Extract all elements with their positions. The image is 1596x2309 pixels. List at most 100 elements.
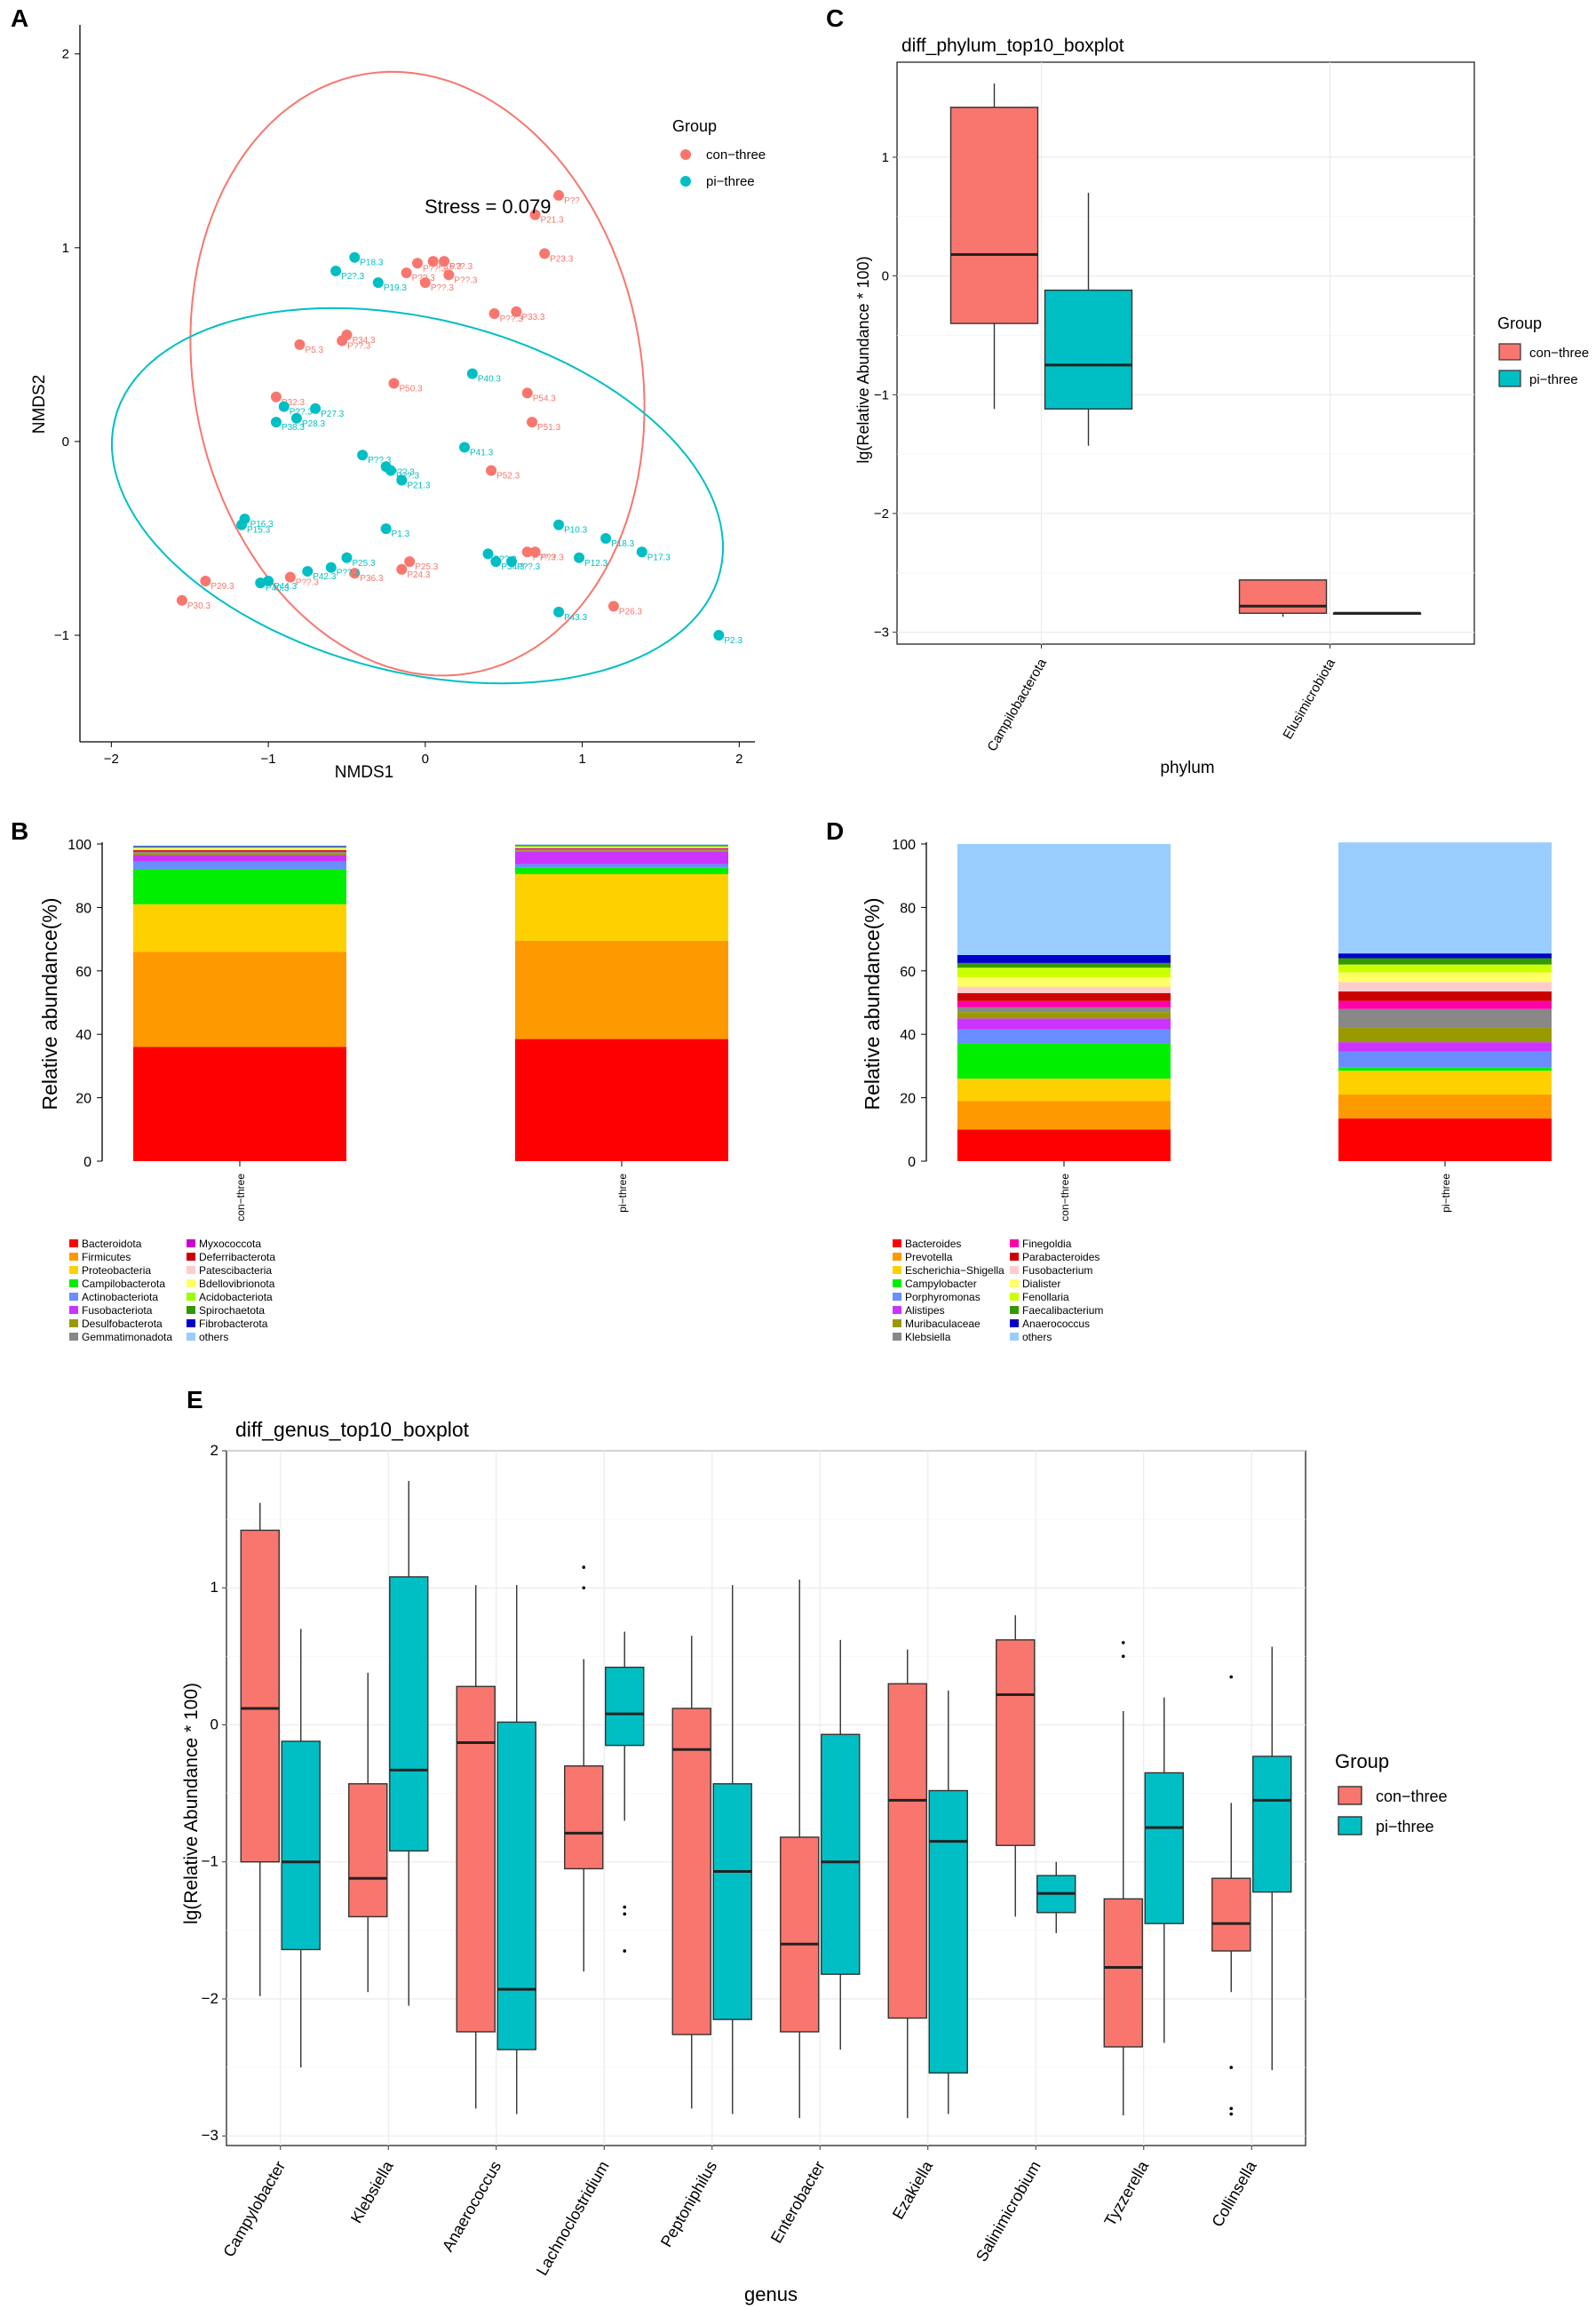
legend-key [187, 1306, 195, 1314]
box-pi [1144, 1772, 1184, 1924]
stack-segment [515, 846, 728, 848]
sample-label: P??.3 [423, 264, 447, 274]
legend-entry: Klebsiella [905, 1331, 951, 1343]
sample-label: P34.3 [501, 562, 525, 572]
box-con [671, 1708, 711, 2035]
sample-label: P??.3 [517, 562, 541, 572]
stack-segment [957, 1129, 1171, 1161]
sample-point [337, 335, 348, 346]
stack-segment [515, 844, 728, 846]
legend-key [187, 1319, 195, 1327]
sample-label: P34.3 [352, 336, 376, 346]
legend-entry-pi-c: pi−three [1529, 372, 1578, 387]
panel-label-d: D [826, 817, 844, 845]
stack-segment [1338, 1051, 1552, 1068]
outlier-point [623, 1949, 627, 1953]
legend-key [893, 1266, 901, 1274]
legend-key [69, 1279, 78, 1287]
stack-segment [957, 1000, 1171, 1007]
sample-label: P19.3 [384, 283, 408, 293]
stack-segment [957, 844, 1171, 955]
stack-segment [1338, 1118, 1552, 1161]
legend-entry: Proteobacteria [82, 1264, 151, 1277]
legend-entry: Myxococcota [199, 1238, 261, 1250]
sample-point [236, 519, 248, 530]
stack-segment [133, 848, 346, 850]
box-pi [281, 1740, 321, 1951]
legend-entry: Bacteroides [905, 1238, 961, 1250]
legend-entry-con-e: con−three [1376, 1787, 1448, 1805]
sample-label: P??.3 [454, 275, 478, 285]
stack-segment [133, 849, 346, 851]
sample-point [600, 532, 612, 544]
y-tick-label: 100 [67, 838, 91, 853]
chart-title-e: diff_genus_top10_boxplot [235, 1418, 470, 1441]
sample-label: P??.3 [347, 342, 371, 352]
y-tick-label: 40 [900, 1028, 916, 1043]
sample-point [527, 417, 538, 428]
sample-label: P54.3 [533, 394, 557, 403]
box-con [564, 1765, 604, 1870]
sample-label: P18.3 [611, 539, 635, 549]
sample-label: P??.3 [494, 554, 518, 564]
y-tick-label: 0 [882, 269, 889, 284]
sample-label: P?? [564, 196, 580, 206]
stack-segment [957, 992, 1171, 1001]
stack-segment [957, 986, 1171, 993]
sample-point [529, 546, 541, 558]
stack-segment [133, 853, 346, 856]
box-con [240, 1529, 280, 1863]
legend-entry: Firmicutes [82, 1251, 131, 1263]
stack-segment [957, 976, 1171, 987]
box-con [949, 107, 1039, 324]
sample-label: P??.3 [533, 553, 557, 562]
stack-segment [1338, 991, 1552, 1001]
stack-segment [957, 1043, 1171, 1079]
sample-point [427, 256, 439, 267]
sample-point [270, 391, 282, 402]
sample-point [539, 248, 551, 259]
legend-entry: others [1022, 1331, 1052, 1343]
legend-key [1010, 1239, 1019, 1247]
x-category-label: pi−three [616, 1174, 629, 1213]
stack-segment [1338, 842, 1552, 954]
sample-point [278, 401, 290, 412]
legend-key [69, 1239, 78, 1247]
sample-label: P21.3 [407, 482, 431, 491]
y-axis-title-c: lg(Relative Abundance * 100) [854, 256, 872, 463]
sample-point [349, 251, 361, 263]
sample-point [396, 563, 408, 575]
sample-label: P51.3 [537, 423, 561, 433]
legend-entry: Patescibacteria [199, 1264, 272, 1277]
legend-dot-con-a [680, 149, 691, 160]
stack-segment [133, 904, 346, 952]
sample-point [401, 267, 412, 279]
legend-key [69, 1253, 78, 1261]
sample-point [521, 387, 533, 399]
sample-label: P42.3 [313, 572, 337, 582]
legend-key [187, 1293, 195, 1301]
sample-label: P??.3 [290, 408, 314, 418]
legend-key [187, 1266, 195, 1274]
sample-label: P??.3 [431, 283, 455, 293]
outlier-point [1229, 1675, 1234, 1679]
legend-entry: Fibrobacterota [199, 1318, 268, 1330]
y-tick-label: 0 [908, 1155, 916, 1170]
x-tick-label-a: 0 [422, 752, 429, 767]
box-con [996, 1639, 1036, 1846]
stack-segment [1338, 953, 1552, 959]
sample-point [490, 556, 502, 568]
sample-point [506, 556, 518, 568]
stack-segment [515, 849, 728, 851]
sample-label: P23.3 [550, 254, 574, 264]
y-tick-label-a: 0 [62, 434, 69, 450]
x-tick-label-a: 1 [578, 752, 585, 767]
x-tick-label-a: −2 [104, 752, 119, 767]
sample-label: P33.3 [521, 313, 545, 322]
y-tick-label: −3 [202, 2127, 218, 2144]
stack-segment [133, 951, 346, 1047]
chart-title-c: diff_phylum_top10_boxplot [901, 36, 1124, 56]
outlier-point [1121, 1641, 1125, 1644]
sample-point [330, 265, 342, 276]
box-pi [1252, 1756, 1292, 1893]
